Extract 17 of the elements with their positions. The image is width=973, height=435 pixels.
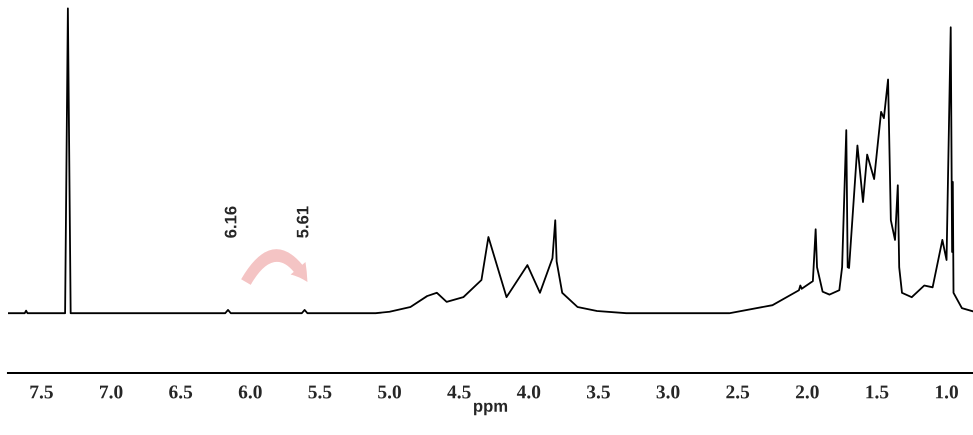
annotation: 6.16 xyxy=(224,206,236,238)
x-tick-label: 7.0 xyxy=(100,385,122,399)
x-tick-label: 4.5 xyxy=(447,386,471,399)
x-tick-label: 4.0 xyxy=(516,385,540,399)
x-tick-label: 1.5 xyxy=(866,385,888,399)
x-tick-label: 5.5 xyxy=(308,386,332,399)
x-tick-label: 5.0 xyxy=(378,385,401,399)
x-tick-label: 6.0 xyxy=(238,385,262,399)
x-tick-label: 2.0 xyxy=(796,385,819,399)
x-tick-label: 3.5 xyxy=(587,385,610,399)
x-tick-label: 2.5 xyxy=(726,385,750,399)
annotation: 5.61 xyxy=(296,206,308,238)
x-tick-label: 6.5 xyxy=(169,385,192,399)
x-tick-label: 7.5 xyxy=(30,386,53,399)
x-axis-title: ppm xyxy=(474,402,508,416)
x-tick-label: 3.0 xyxy=(656,385,680,399)
x-tick-label: 1.0 xyxy=(936,385,958,399)
